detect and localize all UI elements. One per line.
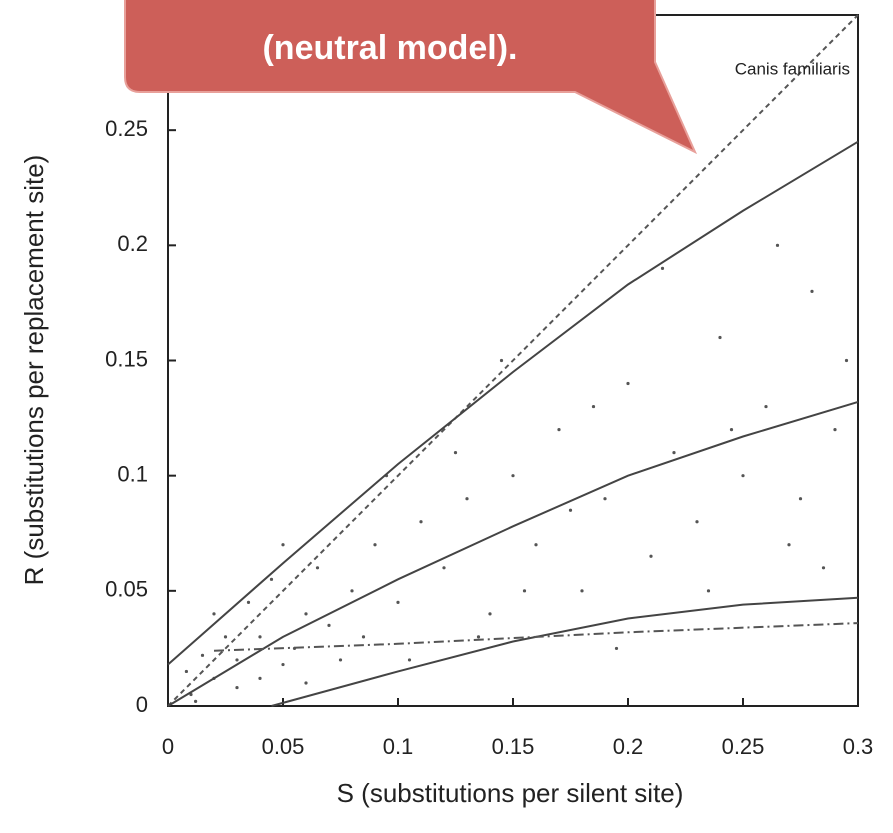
- point: [304, 681, 308, 685]
- curve: [167, 140, 859, 666]
- point: [787, 543, 791, 547]
- point: [580, 589, 584, 593]
- point: [603, 497, 607, 501]
- y-tick-label: 0: [136, 692, 148, 717]
- point: [361, 635, 366, 639]
- point: [706, 589, 711, 593]
- point: [442, 566, 446, 570]
- point: [534, 543, 538, 547]
- point: [511, 474, 515, 478]
- point: [327, 623, 331, 627]
- point: [695, 520, 699, 524]
- point: [718, 335, 722, 340]
- x-tick-label: 0.15: [492, 734, 535, 759]
- x-tick-label: 0.05: [262, 734, 305, 759]
- x-axis-label: S (substitutions per silent site): [337, 778, 684, 808]
- annotation: Canis familiaris: [735, 59, 850, 78]
- point: [476, 635, 481, 639]
- point: [764, 404, 768, 409]
- x-tick-label: 0.1: [383, 734, 414, 759]
- point: [269, 577, 274, 581]
- curve: [167, 14, 859, 707]
- x-tick-label: 0.25: [722, 734, 765, 759]
- point: [281, 662, 285, 667]
- point: [649, 554, 653, 558]
- curve: [167, 401, 859, 707]
- point: [568, 508, 573, 512]
- x-tick-label: 0.2: [613, 734, 644, 759]
- point: [373, 543, 377, 547]
- callout: [124, 0, 698, 155]
- y-tick-label: 0.05: [105, 577, 148, 602]
- point: [223, 635, 228, 639]
- point: [184, 669, 188, 674]
- y-axis-label: R (substitutions per replacement site): [19, 155, 49, 586]
- point: [591, 404, 596, 409]
- point: [465, 497, 469, 501]
- point: [419, 520, 423, 524]
- point: [338, 658, 343, 662]
- point: [258, 676, 262, 680]
- callout-text: (neutral model).: [262, 29, 517, 67]
- point: [821, 566, 826, 570]
- point: [200, 653, 205, 657]
- point: [775, 243, 780, 247]
- point: [258, 635, 262, 639]
- y-tick-label: 0.2: [117, 231, 148, 256]
- point: [499, 358, 504, 363]
- point: [729, 428, 734, 432]
- point: [235, 685, 239, 690]
- point: [194, 699, 198, 703]
- x-tick-label: 0: [162, 734, 174, 759]
- y-tick-label: 0.15: [105, 346, 148, 371]
- point: [844, 358, 849, 363]
- point: [488, 612, 492, 616]
- point: [557, 428, 561, 432]
- curve: [271, 596, 859, 707]
- point: [315, 566, 320, 570]
- point: [672, 451, 676, 455]
- point: [833, 428, 837, 432]
- point: [304, 612, 308, 616]
- point: [798, 497, 803, 501]
- y-tick-label: 0.25: [105, 116, 148, 141]
- curve: [213, 622, 859, 652]
- x-tick-label: 0.3: [843, 734, 874, 759]
- point: [614, 646, 619, 651]
- y-tick-label: 0.1: [117, 461, 148, 486]
- point: [660, 266, 665, 270]
- point: [350, 589, 354, 593]
- point: [407, 658, 412, 662]
- point: [396, 600, 400, 604]
- point: [522, 589, 527, 593]
- point: [626, 381, 630, 386]
- point: [246, 600, 251, 604]
- point: [810, 289, 814, 293]
- point: [235, 658, 239, 662]
- point: [453, 451, 458, 455]
- point: [741, 474, 745, 478]
- point: [212, 612, 216, 616]
- point: [281, 543, 285, 547]
